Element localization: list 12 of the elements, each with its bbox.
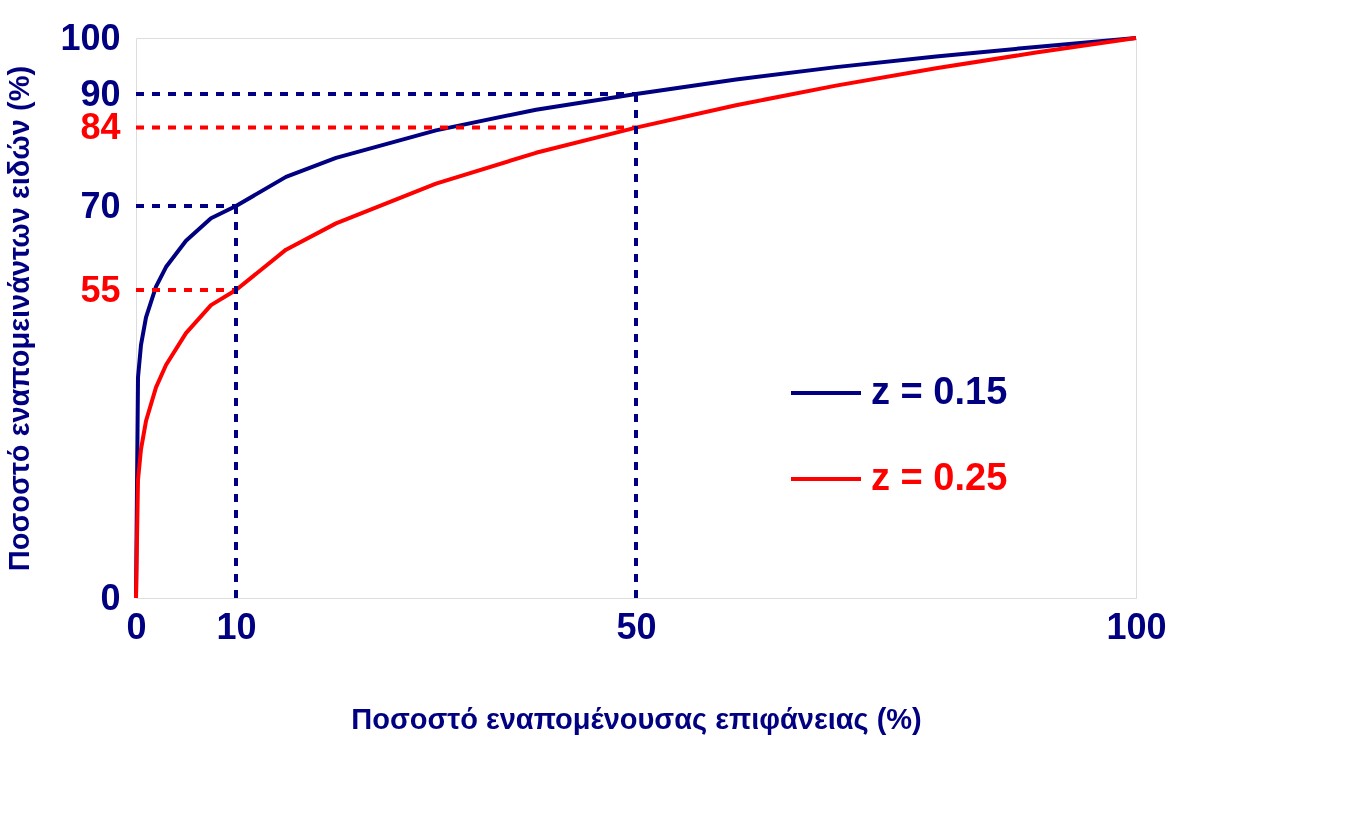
legend-label: z = 0.15: [871, 370, 1008, 412]
x-tick-label: 50: [616, 605, 657, 647]
x-tick-label: 0: [126, 605, 147, 647]
y-axis-title: Ποσοστό εναπομεινάντων ειδών (%): [3, 65, 36, 572]
x-tick-label: 100: [1106, 605, 1167, 647]
legend-label: z = 0.25: [871, 456, 1008, 498]
x-tick-label: 10: [216, 605, 257, 647]
y-tick-label: 55: [80, 268, 121, 310]
y-tick-label: 70: [80, 184, 121, 226]
y-tick-label: 100: [60, 16, 121, 58]
y-tick-label: 0: [100, 576, 121, 618]
x-axis-title: Ποσοστό εναπομένουσας επιφάνειας (%): [351, 702, 922, 735]
